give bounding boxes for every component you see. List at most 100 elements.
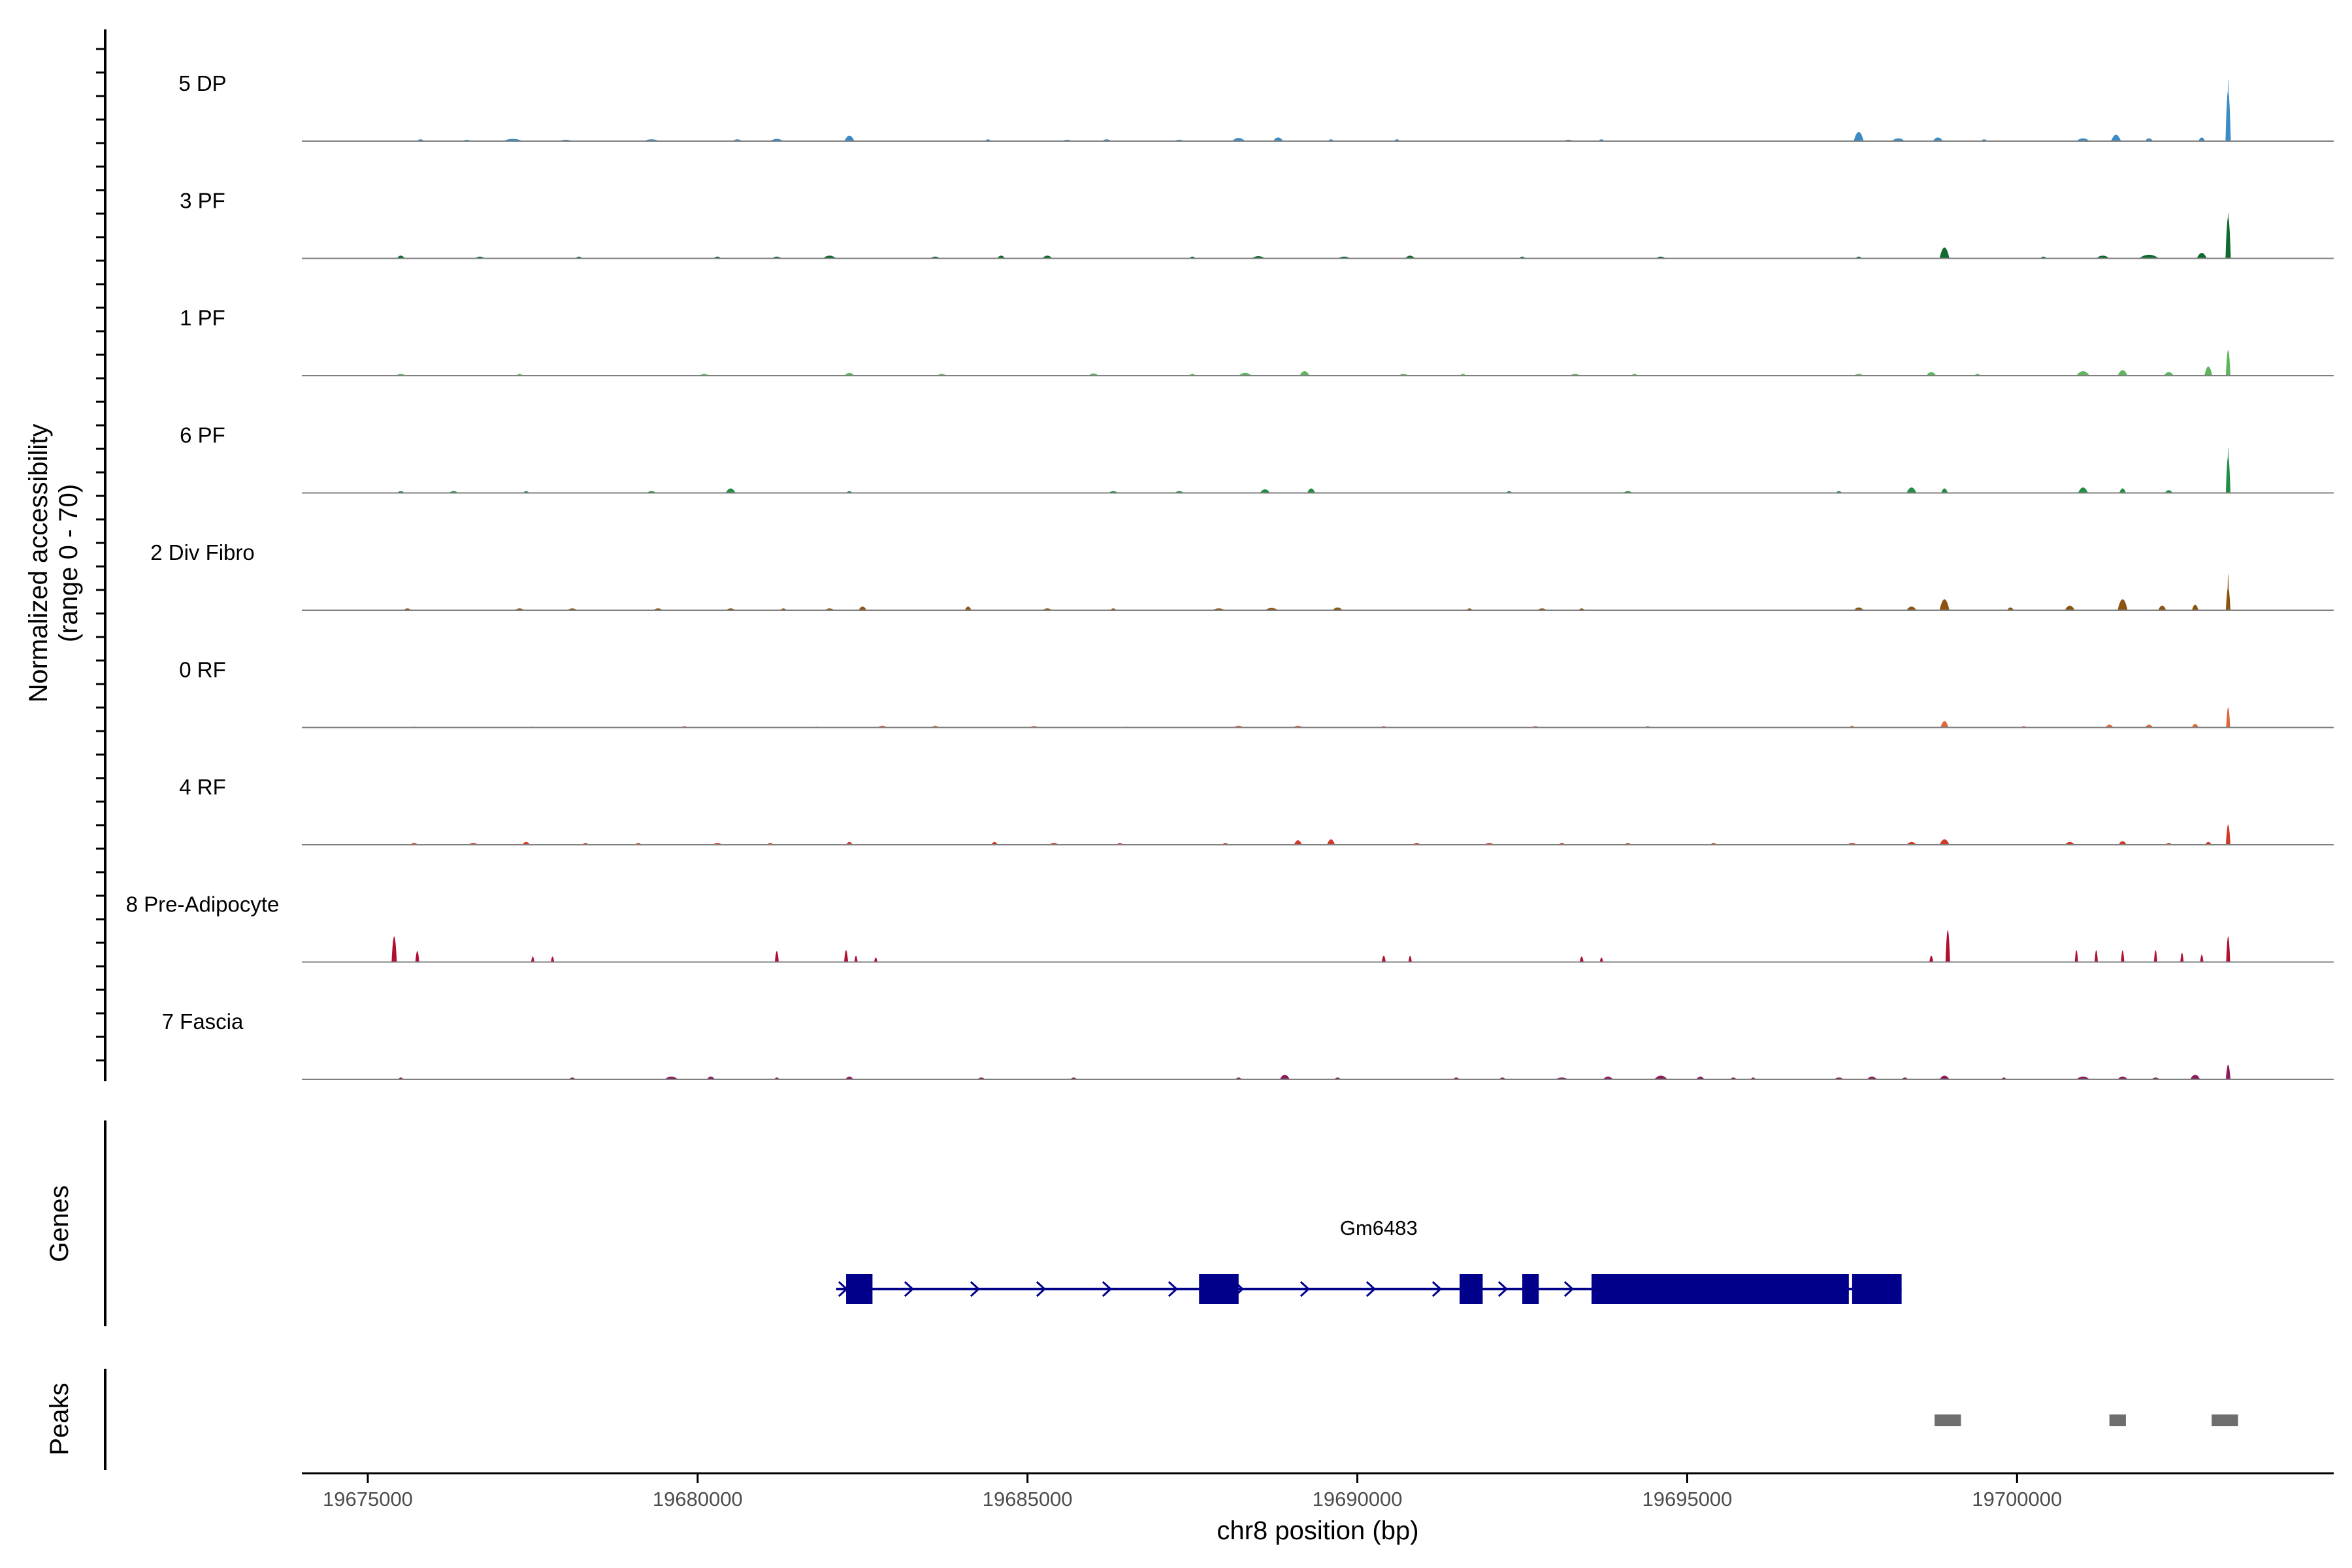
- coverage-peak: [1906, 841, 1917, 845]
- track-1: 5 DP: [178, 71, 2334, 142]
- y-axis: [96, 29, 106, 1081]
- coverage-peak: [846, 841, 853, 845]
- track-label: 5 DP: [178, 71, 226, 95]
- coverage-peak: [2095, 950, 2098, 962]
- coverage-peak: [2105, 725, 2114, 728]
- strand-arrow: [1563, 1281, 1575, 1298]
- coverage-peak: [2117, 370, 2128, 376]
- coverage-peak: [1891, 138, 1905, 141]
- coverage-peak: [2190, 1075, 2200, 1079]
- coverage-peak: [531, 956, 534, 962]
- coverage-peak: [1260, 489, 1270, 493]
- x-axis-tick-label: 19685000: [983, 1488, 1073, 1511]
- coverage-peak: [2226, 936, 2230, 962]
- coverage-peak: [2225, 825, 2230, 845]
- coverage-peak: [854, 955, 858, 962]
- strand-arrow: [1168, 1281, 1179, 1298]
- coverage-peak: [1929, 955, 1934, 962]
- x-axis-tick-label: 19680000: [653, 1488, 743, 1511]
- coverage-peak: [2117, 599, 2128, 610]
- coverage-peak: [2158, 606, 2166, 610]
- coverage-peak: [2119, 488, 2126, 493]
- coverage-peak: [1867, 1076, 1877, 1079]
- coverage-peak: [2076, 371, 2090, 376]
- y-axis-title-line-1: Normalized accessibility: [24, 424, 53, 703]
- coverage-peak: [1906, 487, 1917, 493]
- coverage-peak: [997, 255, 1005, 259]
- coverage-peak: [2200, 955, 2204, 962]
- coverage-peak: [1906, 606, 1917, 610]
- gene-name-label: Gm6483: [1340, 1217, 1418, 1239]
- coverage-peak: [1696, 1076, 1705, 1079]
- coverage-peak: [1939, 599, 1950, 610]
- gene-exon: [1852, 1274, 1902, 1304]
- coverage-peak: [391, 936, 397, 962]
- coverage-peak: [2164, 372, 2174, 376]
- track-6: 0 RF: [179, 658, 2334, 728]
- coverage-peak: [2226, 707, 2230, 728]
- strand-arrow: [1497, 1281, 1509, 1298]
- peak-region: [1935, 1414, 1961, 1426]
- coverage-peak: [844, 372, 855, 376]
- coverage-peak: [1654, 1075, 1668, 1079]
- track-label: 1 PF: [180, 306, 225, 330]
- coverage-peak: [1294, 840, 1302, 845]
- coverage-peak: [2074, 950, 2078, 962]
- coverage-peak: [1603, 1076, 1613, 1079]
- coverage-peak: [2227, 79, 2229, 141]
- coverage-peak: [1926, 372, 1936, 376]
- coverage-peak: [2096, 255, 2110, 259]
- coverage-peak: [1273, 137, 1283, 141]
- x-axis-tick-label: 19690000: [1313, 1488, 1403, 1511]
- coverage-peak: [2191, 604, 2198, 610]
- x-axis: 19675000 19680000 19685000 19690000 19695000…: [302, 1472, 2334, 1545]
- coverage-peak: [1408, 955, 1412, 962]
- coverage-peak: [2227, 574, 2229, 610]
- coverage-peak: [2117, 1076, 2128, 1079]
- coverage-peak: [522, 841, 531, 845]
- x-axis-ticks: 19675000 19680000 19685000 19690000 19695000…: [323, 1473, 2062, 1511]
- coverage-peak: [1939, 247, 1950, 259]
- peak-region: [2109, 1414, 2126, 1426]
- strand-arrow: [970, 1281, 981, 1298]
- coverage-peak: [1599, 957, 1603, 962]
- coverage-peak: [1307, 488, 1315, 493]
- track-3: 1 PF: [180, 306, 2334, 376]
- gene-exon: [846, 1274, 873, 1304]
- coverage-tracks: 5 DP 3 PF 1 PF 6 PF 2 Div Fibro 0 RF 4 RF 8 Pre…: [126, 71, 2334, 1080]
- strand-arrow: [1431, 1281, 1443, 1298]
- coverage-peak: [2164, 490, 2173, 493]
- track-label: 8 Pre-Adipocyte: [126, 892, 280, 917]
- coverage-peak: [2153, 950, 2157, 962]
- coverage-peak: [845, 1076, 854, 1079]
- coverage-peak: [775, 951, 779, 962]
- coverage-peak: [415, 951, 419, 962]
- peaks-panel-label: Peaks: [45, 1382, 74, 1455]
- coverage-peak: [2198, 137, 2206, 141]
- track-2: 3 PF: [180, 189, 2334, 259]
- peak-region: [2212, 1414, 2238, 1426]
- coverage-peak: [2065, 841, 2075, 845]
- coverage-peak: [1854, 132, 1864, 141]
- track-8: 8 Pre-Adipocyte: [126, 892, 2334, 963]
- y-axis-title-line-2: (range 0 - 70): [54, 484, 83, 642]
- coverage-peak: [1939, 839, 1950, 845]
- coverage-peak: [2078, 487, 2088, 493]
- coverage-peak: [1579, 956, 1584, 962]
- coverage-peak: [1238, 372, 1252, 376]
- coverage-peak: [2204, 367, 2213, 376]
- coverage-peak: [2007, 607, 2014, 610]
- coverage-peak: [2139, 254, 2159, 259]
- x-axis-title: chr8 position (bp): [1217, 1516, 1418, 1545]
- coverage-peak: [1381, 955, 1386, 962]
- coverage-peak: [1232, 138, 1245, 141]
- coverage-peak: [1332, 607, 1343, 610]
- gene-exon: [1522, 1274, 1539, 1304]
- coverage-peak: [1940, 721, 1949, 728]
- coverage-peak: [2227, 212, 2229, 259]
- coverage-peak: [2118, 841, 2127, 845]
- peaks-panel: Peaks: [45, 1369, 2238, 1470]
- coverage-peak: [2121, 950, 2125, 962]
- coverage-peak: [2191, 723, 2198, 728]
